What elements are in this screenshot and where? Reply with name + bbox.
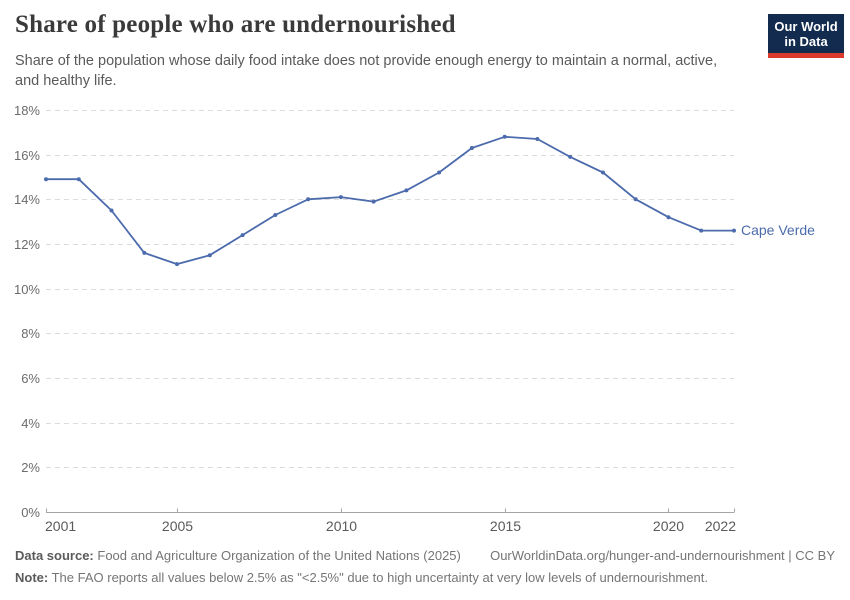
- x-tick-label: 2005: [162, 518, 193, 534]
- chart-subtitle: Share of the population whose daily food…: [15, 53, 718, 89]
- logo-line-1: Our World: [774, 18, 838, 34]
- data-point[interactable]: [568, 154, 573, 159]
- footnote: Note: The FAO reports all values below 2…: [15, 569, 835, 586]
- chart-footer: Data source: Food and Agriculture Organi…: [15, 547, 835, 586]
- data-point[interactable]: [306, 197, 311, 202]
- series-line-cape-verde[interactable]: [45, 135, 735, 265]
- footnote-label: Note:: [15, 570, 49, 585]
- data-point[interactable]: [338, 195, 343, 200]
- data-point[interactable]: [207, 253, 212, 258]
- y-tick-label: 0%: [21, 505, 40, 520]
- x-tick-label: 2001: [45, 518, 76, 534]
- data-point[interactable]: [633, 197, 638, 202]
- entity-label-cape-verde[interactable]: Cape Verde: [741, 222, 815, 238]
- x-tick-label: 2010: [326, 518, 357, 534]
- data-point[interactable]: [437, 170, 442, 175]
- data-point[interactable]: [502, 134, 507, 139]
- data-point[interactable]: [371, 199, 376, 204]
- y-tick-label: 14%: [14, 192, 40, 207]
- y-tick-label: 4%: [21, 416, 40, 431]
- y-tick-label: 6%: [21, 371, 40, 386]
- x-tick-label: 2020: [653, 518, 684, 534]
- y-tick-label: 10%: [14, 282, 40, 297]
- data-source-value: Food and Agriculture Organization of the…: [97, 548, 461, 563]
- data-point[interactable]: [76, 177, 81, 182]
- data-point[interactable]: [732, 228, 736, 233]
- data-point[interactable]: [175, 262, 179, 267]
- data-point[interactable]: [666, 215, 671, 220]
- data-point[interactable]: [601, 170, 605, 175]
- y-tick-label: 12%: [14, 237, 40, 252]
- data-source-label: Data source:: [15, 548, 94, 563]
- page-title: Share of people who are undernourished: [15, 11, 456, 38]
- x-tick-label: 2015: [490, 518, 521, 534]
- data-point[interactable]: [535, 137, 540, 141]
- y-tick-label: 2%: [21, 460, 40, 475]
- data-point[interactable]: [404, 188, 409, 193]
- owid-logo: Our World in Data: [768, 14, 844, 58]
- citation-link[interactable]: OurWorldinData.org/hunger-and-undernouri…: [490, 548, 835, 563]
- data-point[interactable]: [273, 213, 278, 217]
- logo-line-2: in Data: [784, 33, 828, 49]
- grid-layer: 0% 2% 4% 6% 8% 10% 12% 14% 16% 18% 2001 2005 2010 201…: [14, 103, 736, 534]
- data-point[interactable]: [469, 146, 474, 150]
- y-tick-label: 18%: [14, 103, 40, 118]
- series-layer: [44, 134, 736, 267]
- x-tick-label: 2022: [705, 518, 736, 534]
- data-point[interactable]: [44, 177, 48, 182]
- y-tick-label: 16%: [14, 148, 40, 163]
- y-tick-label: 8%: [21, 326, 40, 341]
- data-source-line: Data source: Food and Agriculture Organi…: [15, 547, 461, 564]
- data-point[interactable]: [142, 250, 147, 255]
- data-point[interactable]: [240, 233, 245, 238]
- data-point[interactable]: [109, 208, 114, 213]
- footnote-text: The FAO reports all values below 2.5% as…: [51, 570, 708, 585]
- data-point[interactable]: [699, 228, 704, 233]
